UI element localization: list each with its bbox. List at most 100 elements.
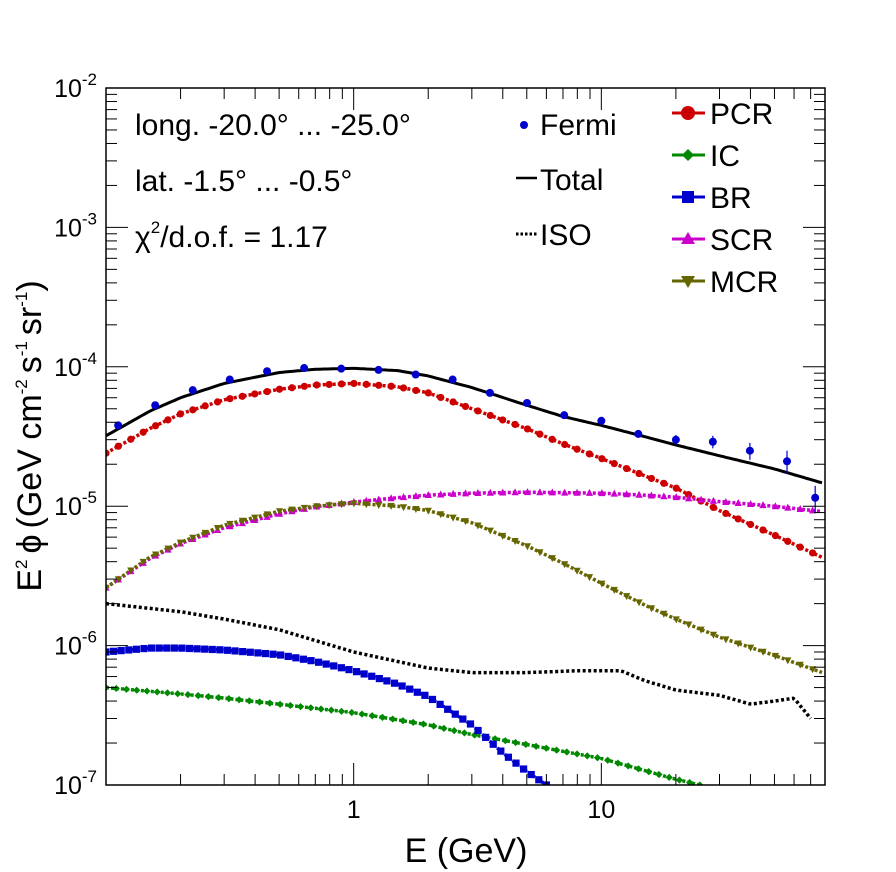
marker-br <box>170 644 178 652</box>
marker-scr <box>709 496 718 504</box>
legend-br-label: BR <box>710 182 752 215</box>
marker-mcr <box>722 636 730 644</box>
marker-pcr <box>176 410 184 418</box>
marker-ic <box>614 759 622 767</box>
y-tick-label: 10-6 <box>54 628 97 661</box>
marker-ic <box>501 737 509 745</box>
legend-entry-br: BR <box>672 182 752 215</box>
marker-mcr <box>697 626 705 634</box>
marker-br <box>360 670 368 678</box>
marker-pcr <box>747 520 755 529</box>
marker-br <box>231 647 239 655</box>
y-tick-label: 10-5 <box>54 488 97 521</box>
marker-mcr <box>548 555 556 563</box>
marker-pcr <box>523 425 532 433</box>
fermi-point <box>337 364 346 373</box>
y-tick-label: 10-4 <box>54 349 97 382</box>
marker-br <box>390 679 399 687</box>
x-axis-title: E (GeV) <box>405 832 528 870</box>
marker-br <box>482 733 490 741</box>
marker-br <box>504 753 513 761</box>
marker-br <box>117 647 125 655</box>
marker-ic <box>112 684 120 693</box>
fermi-point <box>560 411 569 420</box>
fermi-point <box>485 388 494 397</box>
marker-br <box>459 715 467 723</box>
marker-pcr <box>437 393 445 402</box>
marker-mcr <box>499 532 507 540</box>
marker-mcr <box>610 586 618 594</box>
marker-pcr <box>486 411 494 420</box>
marker-scr <box>561 488 569 496</box>
fermi-point <box>671 435 680 444</box>
annotation-chi2: χ2/d.o.f. = 1.17 <box>135 218 328 254</box>
marker-br <box>345 666 353 674</box>
marker-pcr <box>114 442 122 450</box>
marker-pcr <box>660 479 668 487</box>
marker-ic <box>593 754 602 762</box>
legend-entry-iso: ISO <box>516 219 592 252</box>
marker-ic <box>389 715 397 723</box>
marker-pcr <box>337 380 346 388</box>
marker-pcr <box>610 460 618 468</box>
legend-entry-ic: IC <box>672 140 740 173</box>
marker-br <box>193 645 201 653</box>
legend-entry-scr: SCR <box>672 224 773 257</box>
marker-mcr <box>573 567 581 575</box>
marker-mcr <box>176 539 184 547</box>
marker-ic <box>409 718 417 727</box>
marker-mcr <box>275 508 284 516</box>
marker-scr <box>585 488 594 496</box>
marker-ic <box>573 750 581 758</box>
marker-pcr <box>375 381 383 389</box>
marker-mcr <box>734 640 742 648</box>
marker-scr <box>809 506 817 514</box>
marker-scr <box>548 488 556 496</box>
marker-br <box>254 649 262 657</box>
marker-ic <box>634 765 643 773</box>
marker-mcr <box>561 561 569 569</box>
marker-ic <box>215 693 223 702</box>
fermi-point <box>300 364 309 373</box>
marker-pcr <box>106 449 110 457</box>
legend-entry-total: Total <box>516 164 603 197</box>
marker-pcr <box>189 406 197 414</box>
marker-mcr <box>486 527 494 535</box>
marker-pcr <box>325 380 333 389</box>
legend-entry-pcr: PCR <box>672 98 773 131</box>
fermi-point <box>522 398 531 407</box>
marker-pcr <box>722 509 730 518</box>
marker-br <box>466 720 475 728</box>
marker-mcr <box>213 524 222 532</box>
marker-br <box>497 747 505 755</box>
marker-mcr <box>412 505 420 513</box>
marker-ic <box>327 706 335 714</box>
marker-ic <box>337 707 346 715</box>
marker-br <box>383 677 391 685</box>
marker-ic <box>450 727 458 735</box>
marker-br <box>406 685 414 693</box>
marker-ic <box>348 708 356 717</box>
marker-br <box>125 646 133 654</box>
marker-pcr <box>275 385 284 393</box>
marker-pcr <box>585 450 594 458</box>
marker-scr <box>523 488 532 496</box>
marker-pcr <box>127 435 135 443</box>
marker-br <box>315 658 323 666</box>
marker-mcr <box>251 514 259 522</box>
marker-mcr <box>362 501 370 509</box>
marker-ic <box>522 740 530 748</box>
marker-br <box>147 644 156 652</box>
marker-pcr <box>635 469 643 478</box>
fermi-point <box>188 386 197 395</box>
marker-scr <box>536 488 544 496</box>
series-line-iso <box>106 601 812 720</box>
legend-left: Fermi Total ISO <box>516 109 617 252</box>
marker-scr <box>449 489 457 497</box>
legend-pcr-marker <box>681 106 695 120</box>
marker-pcr <box>647 474 656 483</box>
marker-ic <box>296 703 305 711</box>
marker-mcr <box>523 543 532 551</box>
marker-mcr <box>511 538 519 545</box>
marker-ic <box>665 773 673 781</box>
